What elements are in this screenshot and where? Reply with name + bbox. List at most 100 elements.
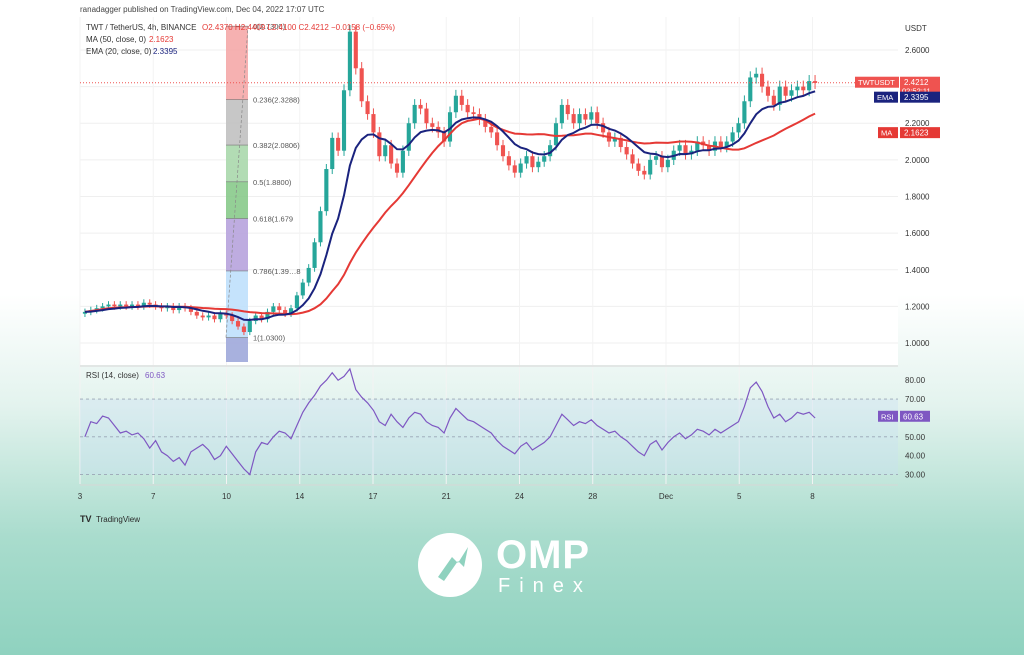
- time-tick-label: 5: [737, 492, 742, 501]
- candle-body: [406, 123, 411, 151]
- fib-zone: [226, 181, 248, 219]
- price-tick-label: 1.2000: [905, 302, 930, 311]
- candle-body: [330, 137, 335, 170]
- candle-body: [412, 104, 417, 124]
- time-tick-label: 14: [295, 492, 304, 501]
- candle-body: [754, 73, 759, 78]
- candle-body: [371, 114, 376, 133]
- price-tick-label: 1.6000: [905, 229, 930, 238]
- candle-body: [695, 141, 700, 151]
- candle-body: [353, 31, 358, 69]
- time-tick-label: 3: [78, 492, 83, 501]
- price-tags: TWTUSDT 2.4212 02:52:11 EMA 2.3395 MA 2.…: [855, 76, 940, 139]
- candle-body: [665, 159, 670, 168]
- fib-level-label: 0(2.7300): [253, 22, 286, 31]
- candle-body: [642, 170, 647, 175]
- candle-body: [536, 161, 541, 168]
- candle-body: [707, 145, 712, 151]
- time-tick-label: 17: [369, 492, 378, 501]
- rsi-panel: RSI (14, close) 60.63 80.0070.0060.0050.…: [80, 365, 930, 480]
- time-tick-label: 21: [442, 492, 451, 501]
- candle-body: [654, 156, 659, 160]
- ma-tag-background: [878, 127, 898, 139]
- time-tick-label: Dec: [659, 492, 673, 501]
- fibonacci-retracement: 0(2.7300) 0.236(2.3288) 0.382(2.0806) 0.5(1…: [225, 22, 301, 362]
- candle-body: [648, 159, 653, 175]
- candle-body: [247, 321, 252, 333]
- candle-body: [760, 73, 765, 87]
- tradingview-footer: TV TradingView: [80, 514, 140, 524]
- ma-tag-label: MA: [881, 129, 892, 138]
- candle-body: [306, 267, 311, 283]
- rsi-tick-label: 30.00: [905, 471, 926, 480]
- price-tick-label: 1.4000: [905, 266, 930, 275]
- candle-body: [177, 306, 182, 311]
- candle-body: [553, 123, 559, 146]
- candle-body: [106, 304, 111, 307]
- fib-level-label: 0.5(1.8800): [253, 178, 292, 187]
- candle-body: [807, 81, 812, 91]
- candle-body: [542, 156, 547, 162]
- candle-body: [324, 169, 329, 212]
- candle-body: [765, 86, 771, 96]
- candle-body: [206, 315, 211, 318]
- fib-zone: [226, 145, 248, 182]
- time-tick-label: 10: [222, 492, 231, 501]
- candle-body: [742, 101, 747, 124]
- rsi-tag-value: 60.63: [903, 412, 924, 421]
- candle-body: [601, 123, 606, 133]
- candle-body: [100, 306, 105, 309]
- rsi-tick-label: 40.00: [905, 452, 926, 461]
- candle-body: [129, 304, 135, 307]
- candle-body: [171, 306, 176, 311]
- rsi-value-background: [900, 410, 930, 422]
- chart-legend: TWT / TetherUS, 4h, BINANCE O2.4370 H2.4…: [86, 23, 395, 56]
- rsi-grid: [80, 398, 898, 475]
- ma-legend-label: MA (50, close, 0): [86, 35, 146, 44]
- candle-body: [442, 132, 447, 142]
- candle-body: [230, 315, 235, 322]
- candle-body: [300, 282, 305, 296]
- time-tick-label: 8: [810, 492, 815, 501]
- candle-body: [347, 31, 352, 91]
- candle-body: [583, 114, 588, 120]
- time-axis: 3 7 10 14 17 21 24 28 Dec 5 8: [78, 484, 898, 501]
- time-tick-label: 7: [151, 492, 156, 501]
- rsi-legend-label: RSI (14, close): [86, 371, 139, 380]
- ema-tag-label: EMA: [877, 93, 893, 102]
- candle-body: [730, 132, 735, 142]
- candle-body: [124, 304, 129, 307]
- ema-value-background: [900, 91, 940, 103]
- candle-body: [283, 310, 288, 314]
- candle-body: [112, 304, 117, 307]
- fib-level-label: 0.618(1.679: [253, 215, 293, 224]
- candle-body: [518, 163, 523, 173]
- candle-body: [135, 304, 140, 307]
- candle-body: [288, 308, 294, 314]
- candle-body: [559, 104, 564, 124]
- candle-body: [389, 145, 394, 164]
- time-tick-label: 24: [515, 492, 524, 501]
- candle-body: [795, 86, 800, 91]
- ema-tag-value: 2.3395: [904, 93, 929, 102]
- candle-body: [683, 145, 688, 155]
- candle-body: [636, 163, 641, 171]
- candle-body: [294, 295, 299, 309]
- price-tick-label: 1.8000: [905, 192, 930, 201]
- ema-legend-label: EMA (20, close, 0): [86, 47, 152, 56]
- ohlc-values: O2.4370 H2.4409 L2.4100 C2.4212 −0.0158 …: [202, 23, 395, 32]
- price-tick-label: 2.2000: [905, 119, 930, 128]
- ma-legend-value: 2.1623: [149, 35, 174, 44]
- rsi-tick-label: 80.00: [905, 376, 926, 385]
- fib-level-label: 0.382(2.0806): [253, 141, 300, 150]
- price-tick-label: 2.6000: [905, 46, 930, 55]
- ma-value-background: [900, 127, 940, 139]
- ma-tag: MA 2.1623: [878, 127, 940, 139]
- candle-body: [724, 141, 729, 148]
- candle-body: [530, 156, 535, 168]
- candle-body: [495, 132, 500, 146]
- currency-label: USDT: [905, 24, 927, 33]
- candle-body: [224, 313, 229, 316]
- candle-body: [265, 311, 270, 320]
